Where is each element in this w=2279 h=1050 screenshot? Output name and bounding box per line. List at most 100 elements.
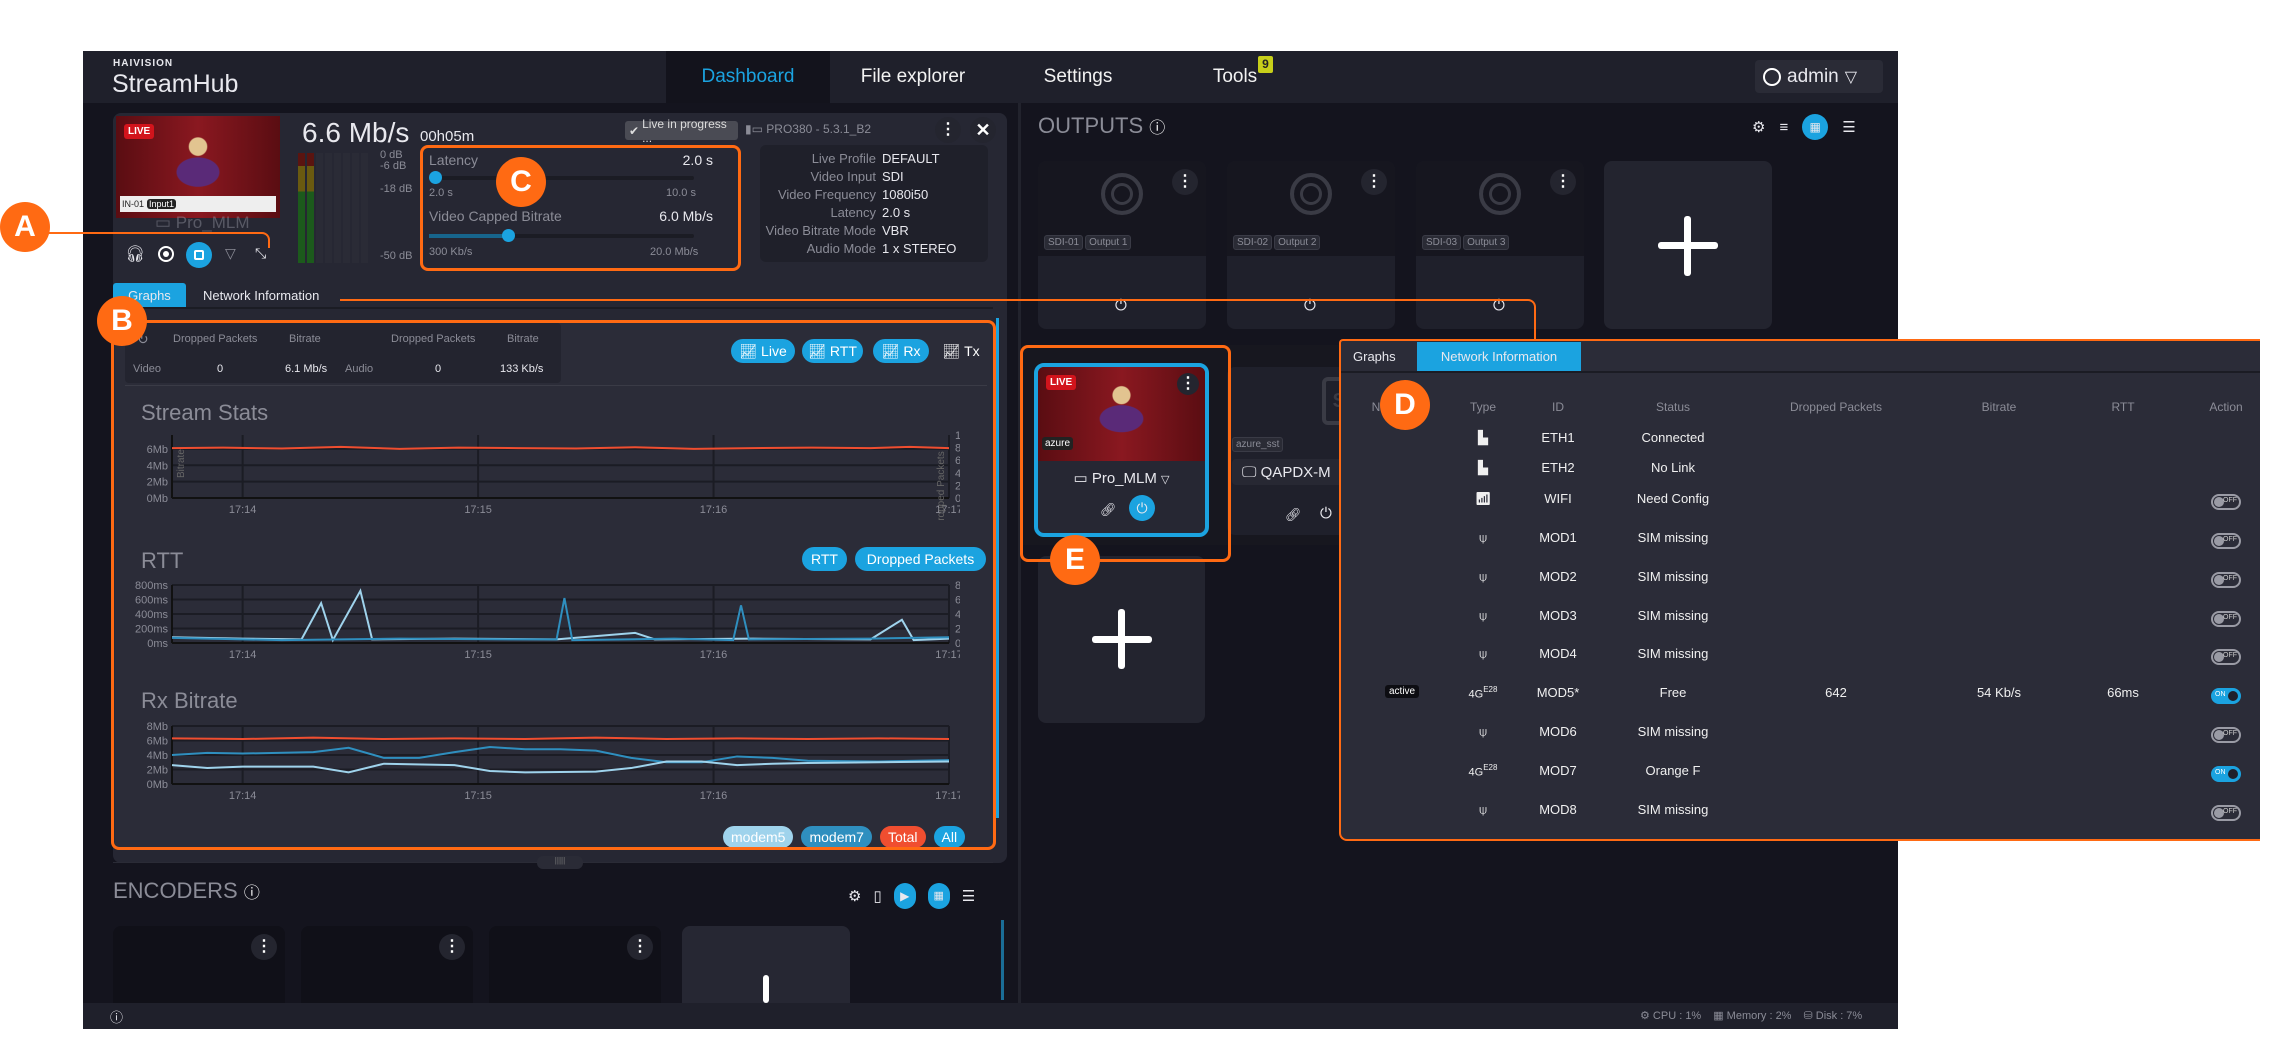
ethernet-icon: ▙ [1478, 460, 1488, 475]
add-encoder-button[interactable] [682, 926, 850, 1003]
link-icon[interactable]: 🔗︎ [1285, 507, 1302, 522]
output-tag: azure [1042, 437, 1074, 450]
encoder-preview[interactable]: LIVE IN-01 Input1 [116, 116, 280, 218]
collapse-icon[interactable]: ⤡ [255, 245, 267, 261]
grid-view-icon[interactable]: ▦ [1802, 114, 1829, 140]
resize-handle[interactable]: ||||| [537, 856, 583, 869]
info-label: Live Profile [811, 151, 876, 166]
list-view-icon[interactable]: ☰ [961, 888, 976, 905]
cell-status: SIM missing [1637, 802, 1709, 817]
play-file-icon[interactable]: ▶ [893, 883, 916, 909]
encoder-tile[interactable]: ⋮ [301, 926, 473, 1003]
tab-divider [113, 307, 993, 309]
y-tick-label: 8Mb [147, 721, 168, 733]
modem-toggle[interactable]: ON [2211, 688, 2241, 704]
legend-total[interactable]: Total [879, 826, 926, 848]
link-icon[interactable]: 🔗︎ [1100, 502, 1117, 517]
headphones-icon[interactable]: 🎧︎ [125, 246, 146, 263]
power-button[interactable]: ⏻ [1129, 495, 1155, 521]
modem-toggle[interactable]: ON [2211, 766, 2241, 782]
modem-toggle[interactable]: OFF [2211, 611, 2241, 627]
modem-toggle[interactable]: OFF [2211, 572, 2241, 588]
output-card-selected[interactable]: LIVE ⋮ azure ▭ Pro_MLM ▽ 🔗︎ ⏻ [1034, 363, 1209, 537]
modem-toggle[interactable]: OFF [2211, 727, 2241, 743]
encoder-tile[interactable]: ⋮ [113, 926, 285, 1003]
add-output-button[interactable] [1038, 556, 1205, 723]
modem-toggle[interactable]: OFF [2211, 533, 2241, 549]
refresh-icon[interactable]: ↻ [137, 331, 149, 347]
power-icon[interactable]: ⏻ [1115, 297, 1127, 314]
stop-button[interactable] [186, 242, 212, 268]
tx-button[interactable]: 📈︎ Tx [940, 339, 982, 363]
capped-bitrate-slider[interactable] [429, 229, 694, 242]
user-menu[interactable]: admin ▽ [1755, 60, 1883, 93]
output-tags: SDI-02 Output 2 [1233, 235, 1321, 250]
grid-view-icon[interactable]: ▦ [927, 883, 950, 909]
output-menu-button[interactable]: ⋮ [1550, 169, 1576, 195]
panel-divider[interactable] [1018, 103, 1021, 1003]
cell-dropped: 642 [1825, 685, 1847, 700]
legend-modem5[interactable]: modem5 [723, 826, 794, 848]
slider-handle[interactable] [502, 229, 516, 242]
network-row-mod1: ⍦ MOD1 SIM missing OFF [1341, 527, 2260, 549]
tab-graphs[interactable]: Graphs [113, 283, 186, 307]
info-icon[interactable]: ⓘ [1149, 120, 1166, 137]
encoder-tile[interactable]: ⋮ [489, 926, 661, 1003]
power-icon[interactable]: ⏻ [1320, 505, 1332, 522]
audio-meters [298, 153, 370, 263]
folder-icon[interactable]: ▯ [873, 888, 882, 905]
info-icon[interactable]: ⓘ [110, 1010, 124, 1025]
power-icon[interactable]: ⏻ [1304, 297, 1316, 314]
power-icon[interactable]: ⏻ [1493, 297, 1505, 314]
cell-id: WIFI [1544, 491, 1572, 506]
tab-network-information[interactable]: Network Information [1417, 342, 1581, 371]
list-view-icon[interactable]: ☰ [1842, 119, 1856, 136]
output-menu-button[interactable]: ⋮ [1177, 373, 1199, 395]
dropped-packets-button[interactable]: Dropped Packets [855, 547, 986, 571]
slider-handle[interactable] [429, 171, 442, 184]
rx-button[interactable]: 📈︎ Rx [873, 339, 929, 363]
output-menu-button[interactable]: ⋮ [1361, 169, 1387, 195]
modem-toggle[interactable]: OFF [2211, 649, 2241, 665]
rtt-toggle-button[interactable]: RTT [802, 547, 847, 571]
tab-graphs[interactable]: Graphs [1353, 349, 1396, 364]
live-button[interactable]: 📈︎ Live [731, 339, 795, 363]
tab-tools[interactable]: Tools [1212, 66, 1258, 87]
y-tick-label: 2Mb [147, 765, 168, 777]
sliders-icon[interactable]: ⚙︎ [848, 888, 862, 905]
rtt-chart: 0ms 200ms 400ms 600ms 800ms 0 2 4 6 8 17:14 17:15 17… [135, 580, 960, 661]
close-icon[interactable]: ✕ [970, 117, 996, 143]
modem-toggle[interactable]: OFF [2211, 494, 2241, 510]
tab-file-explorer[interactable]: File explorer [860, 66, 966, 87]
info-row: Latency 2.0 s [760, 205, 988, 223]
legend-all[interactable]: All [933, 826, 966, 848]
legend-modem7[interactable]: modem7 [801, 826, 872, 848]
tab-settings[interactable]: Settings [1043, 66, 1113, 87]
latency-slider[interactable] [429, 171, 694, 184]
output-menu-button[interactable]: ⋮ [1172, 169, 1198, 195]
encoder-menu-button[interactable]: ⋮ [251, 934, 277, 960]
add-output-button[interactable] [1604, 161, 1772, 329]
encoders-scrollbar[interactable] [1001, 920, 1004, 1000]
triangle-down-icon[interactable]: ▽ [225, 245, 236, 261]
filter-icon[interactable]: ≡ [1779, 118, 1789, 136]
rtt-view-button[interactable]: 📈︎ RTT [802, 339, 863, 363]
y-tick-label: 0Mb [147, 779, 168, 791]
output-source-select[interactable]: ▭ Pro_MLM ▽ [1038, 469, 1205, 487]
info-icon[interactable]: ⓘ [243, 885, 260, 902]
info-value: 1 x STEREO [882, 241, 957, 256]
modem-toggle[interactable]: OFF [2211, 805, 2241, 821]
sliders-icon[interactable]: ⚙︎ [1752, 119, 1766, 136]
record-icon[interactable] [158, 246, 174, 262]
encoder-menu-button[interactable]: ⋮ [935, 117, 961, 143]
db-label: -50 dB [380, 250, 413, 262]
tab-network-information[interactable]: Network Information [203, 288, 320, 303]
encoder-menu-button[interactable]: ⋮ [439, 934, 465, 960]
button-label: RTT [829, 343, 857, 359]
scrollbar[interactable] [996, 318, 999, 818]
encoder-menu-button[interactable]: ⋮ [627, 934, 653, 960]
tab-dashboard[interactable]: Dashboard [666, 51, 830, 103]
